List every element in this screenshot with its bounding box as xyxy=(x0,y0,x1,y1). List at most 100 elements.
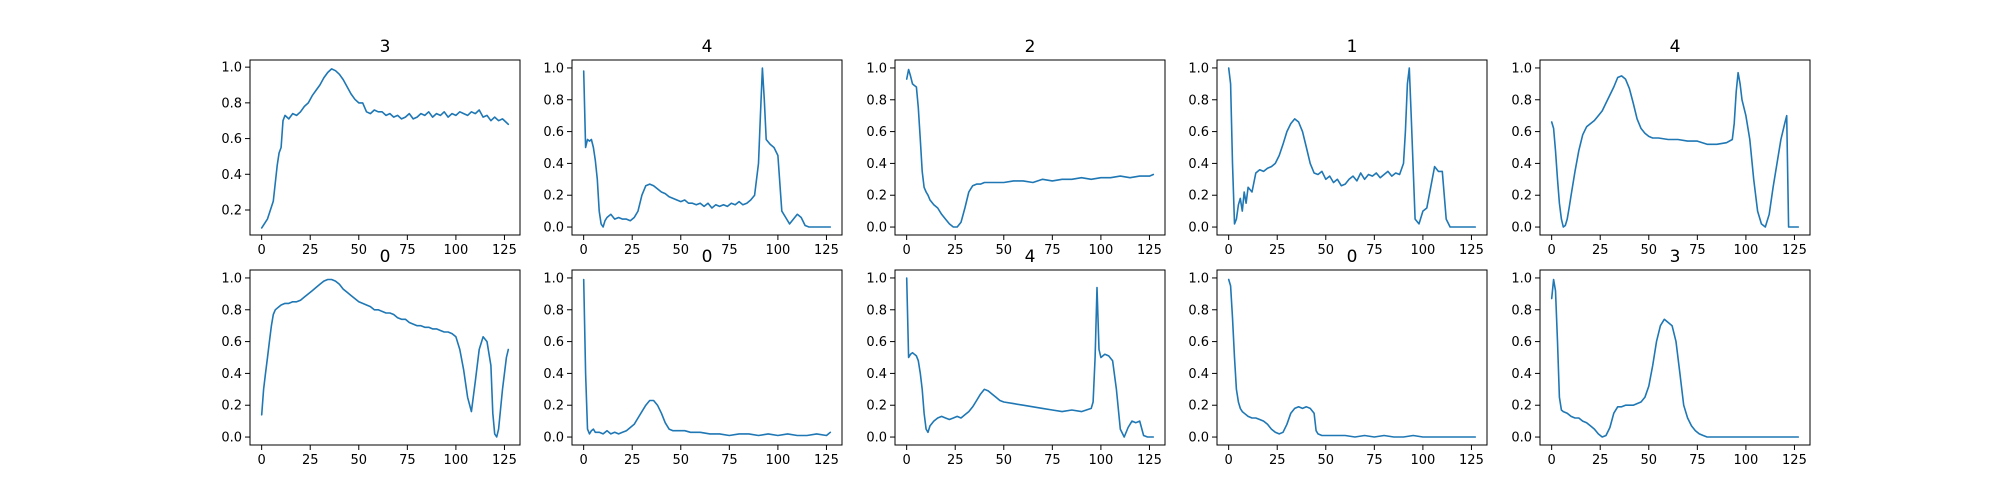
axes-frame xyxy=(571,59,843,236)
series-line xyxy=(905,277,1155,438)
chart-title: 4 xyxy=(1025,247,1036,267)
y-tick-label: 0.4 xyxy=(221,367,242,382)
y-tick-label: 0.4 xyxy=(543,367,564,382)
x-tick-label: 125 xyxy=(1459,453,1484,468)
series-line xyxy=(1550,71,1800,228)
y-tick-label: 0.0 xyxy=(543,431,564,446)
subplot-4: 1 0 25 50 75 100 125 0.0 0.2 0.4 0.6 0.8 1.0 xyxy=(1188,37,1488,258)
y-tick-label: 0.4 xyxy=(866,157,887,172)
x-tick-label: 50 xyxy=(1318,243,1335,258)
x-tick-label: 100 xyxy=(765,243,790,258)
x-tick-label: 125 xyxy=(492,243,517,258)
subplot-7: 0 0 25 50 75 100 125 0.0 0.2 0.4 0.6 0.8 1.0 xyxy=(543,247,843,468)
series-line xyxy=(582,278,832,437)
subplot-10: 3 0 25 50 75 100 125 0.0 0.2 0.4 0.6 0.8 1.0 xyxy=(1511,247,1811,468)
y-tick-label: 0.0 xyxy=(543,221,564,236)
y-tick-label: 0.0 xyxy=(1511,431,1532,446)
x-tick-label: 100 xyxy=(443,243,468,258)
axes-frame xyxy=(1539,59,1811,236)
chart-title: 0 xyxy=(380,247,391,267)
x-tick-label: 75 xyxy=(721,453,738,468)
x-tick-label: 75 xyxy=(1366,453,1383,468)
y-tick-label: 0.6 xyxy=(221,335,242,350)
y-tick-label: 0.8 xyxy=(866,93,887,108)
x-tick-label: 125 xyxy=(1782,243,1807,258)
y-tick-label: 0.8 xyxy=(1188,93,1209,108)
x-tick-label: 100 xyxy=(1410,243,1435,258)
y-tick-label: 0.6 xyxy=(543,125,564,140)
axes-frame xyxy=(894,269,1166,446)
y-tick-label: 0.6 xyxy=(1511,125,1532,140)
y-tick-label: 0.6 xyxy=(866,335,887,350)
y-tick-label: 0.4 xyxy=(1188,367,1209,382)
series-line xyxy=(582,67,832,228)
y-tick-label: 0.0 xyxy=(1511,221,1532,236)
y-tick-label: 0.8 xyxy=(221,303,242,318)
x-tick-label: 0 xyxy=(258,453,266,468)
y-tick-label: 0.2 xyxy=(1188,189,1209,204)
y-tick-label: 0.8 xyxy=(221,96,242,111)
x-tick-label: 75 xyxy=(1366,243,1383,258)
y-tick-label: 0.8 xyxy=(1511,303,1532,318)
axes-frame xyxy=(1539,269,1811,446)
subplot-5: 4 0 25 50 75 100 125 0.0 0.2 0.4 0.6 0.8 1.0 xyxy=(1511,37,1811,258)
y-tick-label: 0.0 xyxy=(866,221,887,236)
y-tick-label: 0.2 xyxy=(1188,399,1209,414)
x-tick-label: 0 xyxy=(580,453,588,468)
x-tick-label: 100 xyxy=(1733,453,1758,468)
y-tick-label: 0.8 xyxy=(1188,303,1209,318)
subplot-2: 4 0 25 50 75 100 125 0.0 0.2 0.4 0.6 0.8 1.0 xyxy=(543,37,843,258)
x-tick-label: 125 xyxy=(1137,453,1162,468)
x-tick-label: 125 xyxy=(1137,243,1162,258)
subplot-8: 4 0 25 50 75 100 125 0.0 0.2 0.4 0.6 0.8 1.0 xyxy=(866,247,1166,468)
x-tick-label: 125 xyxy=(1459,243,1484,258)
x-tick-label: 0 xyxy=(1548,243,1556,258)
x-tick-label: 125 xyxy=(492,453,517,468)
x-tick-label: 75 xyxy=(1689,453,1706,468)
y-tick-label: 0.8 xyxy=(866,303,887,318)
subplot-1: 3 0 25 50 75 100 125 0.2 0.4 0.6 0.8 1.0 xyxy=(221,37,521,258)
x-tick-label: 25 xyxy=(624,243,641,258)
subplot-6: 0 0 25 50 75 100 125 0.0 0.2 0.4 0.6 0.8 1.0 xyxy=(221,247,521,468)
x-tick-label: 75 xyxy=(1689,243,1706,258)
x-tick-label: 125 xyxy=(814,243,839,258)
series-line xyxy=(1227,278,1477,438)
y-tick-label: 0.2 xyxy=(1511,189,1532,204)
x-tick-label: 25 xyxy=(947,243,964,258)
axes-frame xyxy=(571,269,843,446)
y-tick-label: 1.0 xyxy=(221,61,242,76)
y-tick-label: 1.0 xyxy=(221,271,242,286)
x-tick-label: 0 xyxy=(903,453,911,468)
x-tick-label: 100 xyxy=(1733,243,1758,258)
axes-frame xyxy=(249,59,521,236)
x-tick-label: 75 xyxy=(1044,453,1061,468)
series-line xyxy=(1227,67,1477,228)
axes-frame xyxy=(1216,269,1488,446)
y-tick-label: 0.2 xyxy=(221,399,242,414)
x-tick-label: 0 xyxy=(258,243,266,258)
axes-frame xyxy=(894,59,1166,236)
y-tick-label: 1.0 xyxy=(543,271,564,286)
y-tick-label: 0.4 xyxy=(221,168,242,183)
y-tick-label: 0.2 xyxy=(221,204,242,219)
y-tick-label: 1.0 xyxy=(1511,271,1532,286)
y-tick-label: 1.0 xyxy=(543,61,564,76)
x-tick-label: 50 xyxy=(673,243,690,258)
y-tick-label: 0.0 xyxy=(1188,221,1209,236)
x-tick-label: 50 xyxy=(1641,243,1658,258)
x-tick-label: 75 xyxy=(399,453,416,468)
x-tick-label: 50 xyxy=(996,453,1013,468)
x-tick-label: 50 xyxy=(996,243,1013,258)
y-tick-label: 1.0 xyxy=(866,61,887,76)
x-tick-label: 25 xyxy=(1592,453,1609,468)
y-tick-label: 0.0 xyxy=(866,431,887,446)
y-tick-label: 0.0 xyxy=(1188,431,1209,446)
y-tick-label: 0.2 xyxy=(543,399,564,414)
y-tick-label: 0.4 xyxy=(866,367,887,382)
y-tick-label: 0.6 xyxy=(1188,125,1209,140)
y-tick-label: 0.2 xyxy=(1511,399,1532,414)
x-tick-label: 100 xyxy=(1410,453,1435,468)
chart-title: 0 xyxy=(702,247,713,267)
x-tick-label: 0 xyxy=(580,243,588,258)
